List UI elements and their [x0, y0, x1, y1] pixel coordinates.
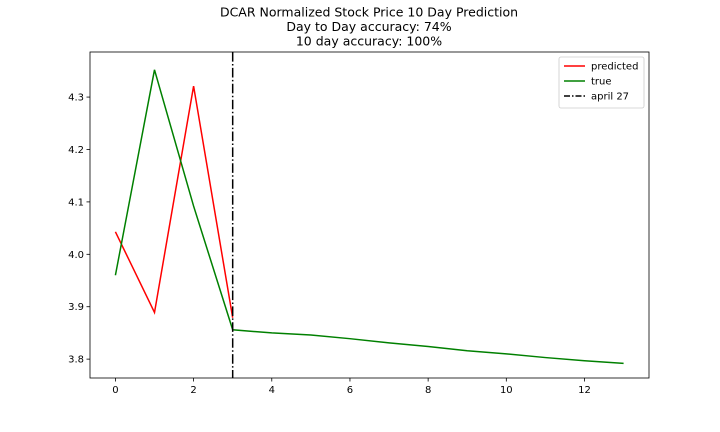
series-line-true	[114, 69, 624, 365]
legend-label: predicted	[591, 62, 638, 73]
series-layer	[114, 69, 624, 365]
series-line-predicted	[114, 85, 234, 318]
y-tick-label: 4.3	[68, 93, 84, 104]
x-tick-label: 0	[112, 385, 118, 396]
axes-frame	[89, 51, 650, 379]
x-tick-label: 4	[269, 385, 275, 396]
chart-title: DCAR Normalized Stock Price 10 Day Predi…	[220, 5, 518, 49]
x-tick-label: 12	[578, 385, 591, 396]
x-tick-label: 10	[500, 385, 513, 396]
x-axis: 0 2 4 6 8 10 12	[112, 378, 591, 396]
title-line-3: 10 day accuracy: 100%	[296, 34, 442, 49]
y-tick-label: 4.1	[68, 197, 84, 208]
x-tick-label: 6	[347, 385, 353, 396]
legend-label: true	[591, 77, 612, 88]
y-axis: 3.8 3.9 4.0 4.1 4.2 4.3	[68, 93, 90, 366]
y-tick-label: 3.9	[68, 302, 84, 313]
y-tick-label: 4.0	[68, 250, 84, 261]
y-tick-label: 3.8	[68, 355, 84, 366]
title-line-1: DCAR Normalized Stock Price 10 Day Predi…	[220, 5, 518, 20]
x-tick-label: 8	[425, 385, 431, 396]
x-tick-label: 2	[190, 385, 196, 396]
legend-label: april 27	[591, 92, 629, 103]
title-line-2: Day to Day accuracy: 74%	[286, 19, 451, 34]
y-tick-label: 4.2	[68, 145, 84, 156]
legend: predicted true april 27	[558, 56, 645, 109]
